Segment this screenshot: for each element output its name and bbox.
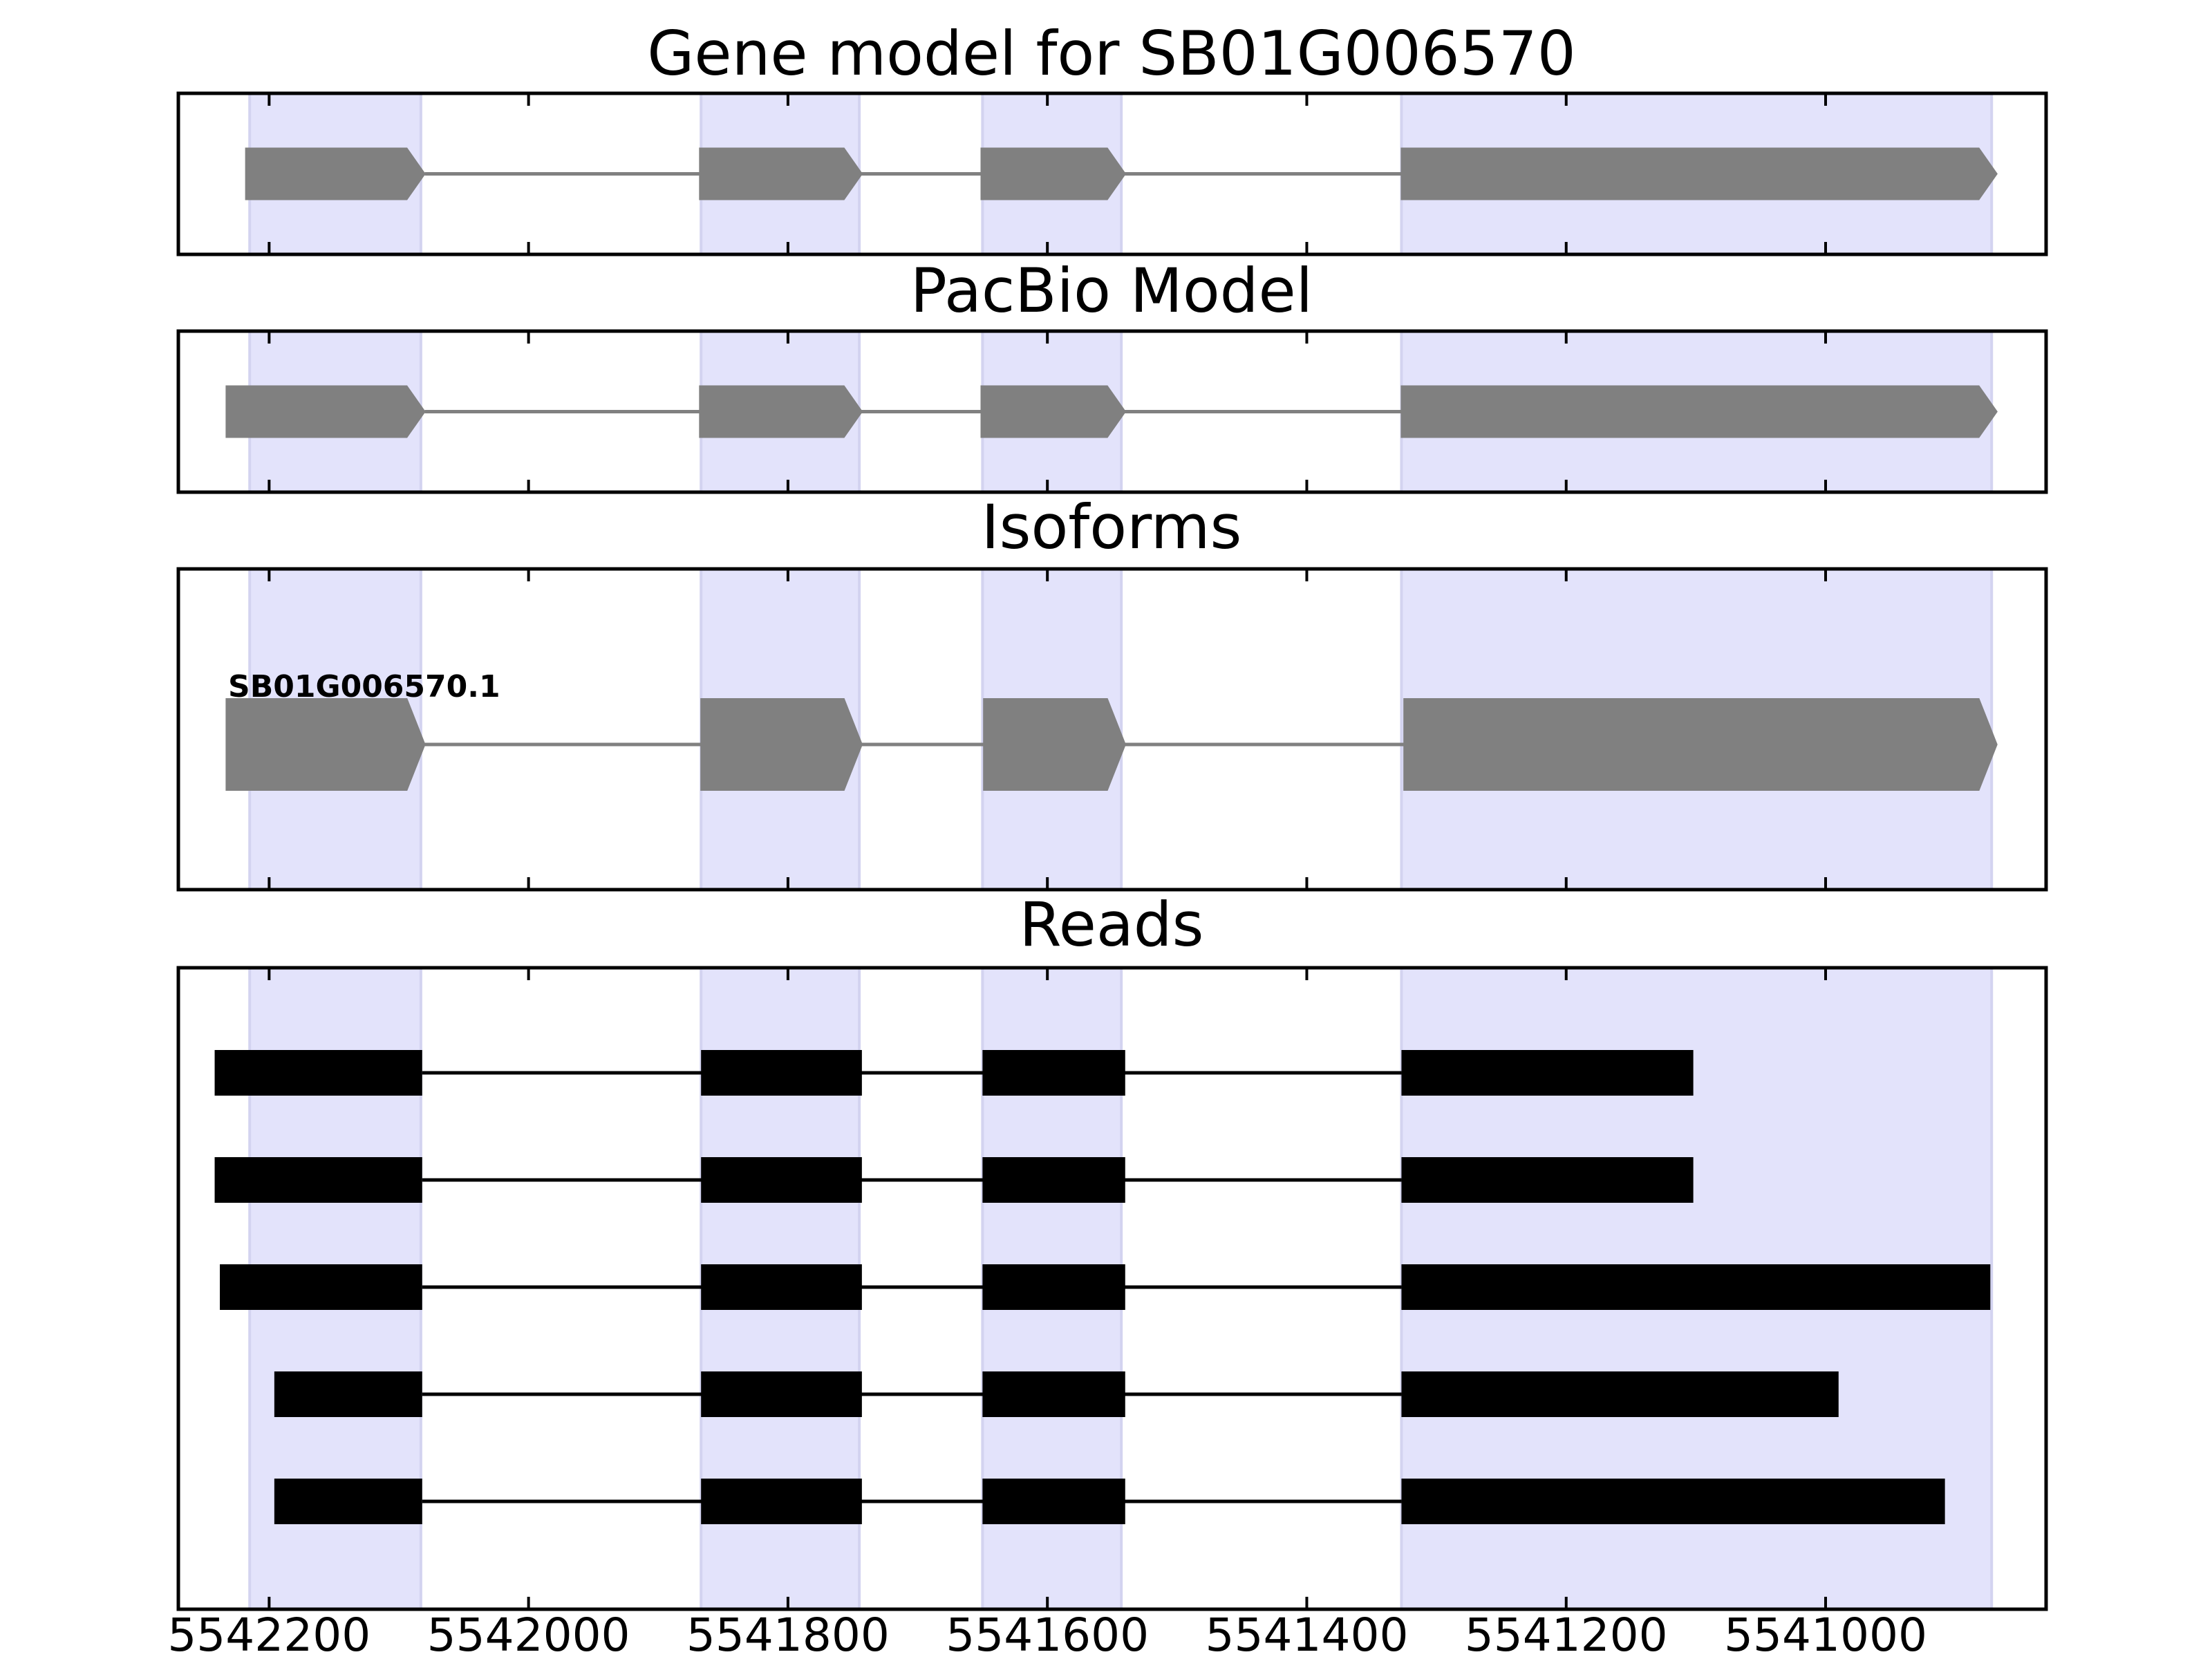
panel-pacbio-model <box>176 329 2048 494</box>
exon-block <box>245 147 426 200</box>
panel-title-gene-model: Gene model for SB01G006570 <box>647 18 1576 89</box>
exon-block <box>980 385 1127 438</box>
read-exon-block <box>701 1479 862 1524</box>
read-exon-block <box>701 1157 862 1203</box>
read-track <box>214 1050 1694 1096</box>
panel-frame <box>176 91 2048 256</box>
x-tick-label: 5541800 <box>686 1609 890 1659</box>
x-tick-label: 5542000 <box>427 1609 630 1659</box>
read-track <box>274 1371 1839 1417</box>
read-exon-block <box>982 1479 1125 1524</box>
exon-block <box>225 698 426 791</box>
x-tick-label: 5541200 <box>1465 1609 1668 1659</box>
panel-title-pacbio-model: PacBio Model <box>910 255 1313 326</box>
read-exon-block <box>1401 1050 1694 1096</box>
read-track <box>220 1264 1991 1310</box>
panel-isoforms <box>176 567 2048 892</box>
read-exon-block <box>214 1157 422 1203</box>
panel-gene-model <box>176 91 2048 256</box>
read-exon-block <box>1401 1479 1945 1524</box>
x-tick-label: 5541400 <box>1206 1609 1409 1659</box>
read-exon-block <box>274 1479 422 1524</box>
isoform-label: SB01G006570.1 <box>228 669 500 704</box>
exon-block <box>699 385 863 438</box>
read-exon-block <box>982 1371 1125 1417</box>
read-track <box>274 1479 1945 1524</box>
panel-frame <box>176 567 2048 892</box>
x-tick-label: 5541000 <box>1724 1609 1927 1659</box>
exon-block <box>980 147 1127 200</box>
x-tick-label: 5542200 <box>167 1609 371 1659</box>
panel-title-isoforms: Isoforms <box>982 491 1242 563</box>
panel-frame <box>176 329 2048 494</box>
read-exon-block <box>701 1264 862 1310</box>
read-exon-block <box>982 1157 1125 1203</box>
read-exon-block <box>982 1050 1125 1096</box>
read-exon-block <box>1401 1264 1991 1310</box>
read-exon-block <box>1401 1157 1694 1203</box>
read-exon-block <box>214 1050 422 1096</box>
x-axis-tick-labels: 5542200 5542000 5541800 5541600 5541400 … <box>167 1609 1927 1659</box>
exon-block <box>1403 698 1998 791</box>
read-exon-block <box>701 1371 862 1417</box>
read-exon-block <box>274 1371 422 1417</box>
read-track <box>214 1157 1694 1203</box>
read-exon-block <box>1401 1371 1839 1417</box>
plot-layer <box>176 91 2048 1611</box>
read-exon-block <box>220 1264 422 1310</box>
panel-frame <box>176 966 2048 1611</box>
panel-reads <box>176 966 2048 1611</box>
exon-block <box>1400 147 1998 200</box>
read-exon-block <box>982 1264 1125 1310</box>
exon-block <box>983 698 1126 791</box>
x-tick-label: 5541600 <box>946 1609 1149 1659</box>
exon-block <box>700 698 863 791</box>
read-exon-block <box>701 1050 862 1096</box>
exon-block <box>699 147 863 200</box>
panel-title-reads: Reads <box>1020 889 1204 960</box>
exon-block <box>225 385 426 438</box>
exon-block <box>1400 385 1998 438</box>
